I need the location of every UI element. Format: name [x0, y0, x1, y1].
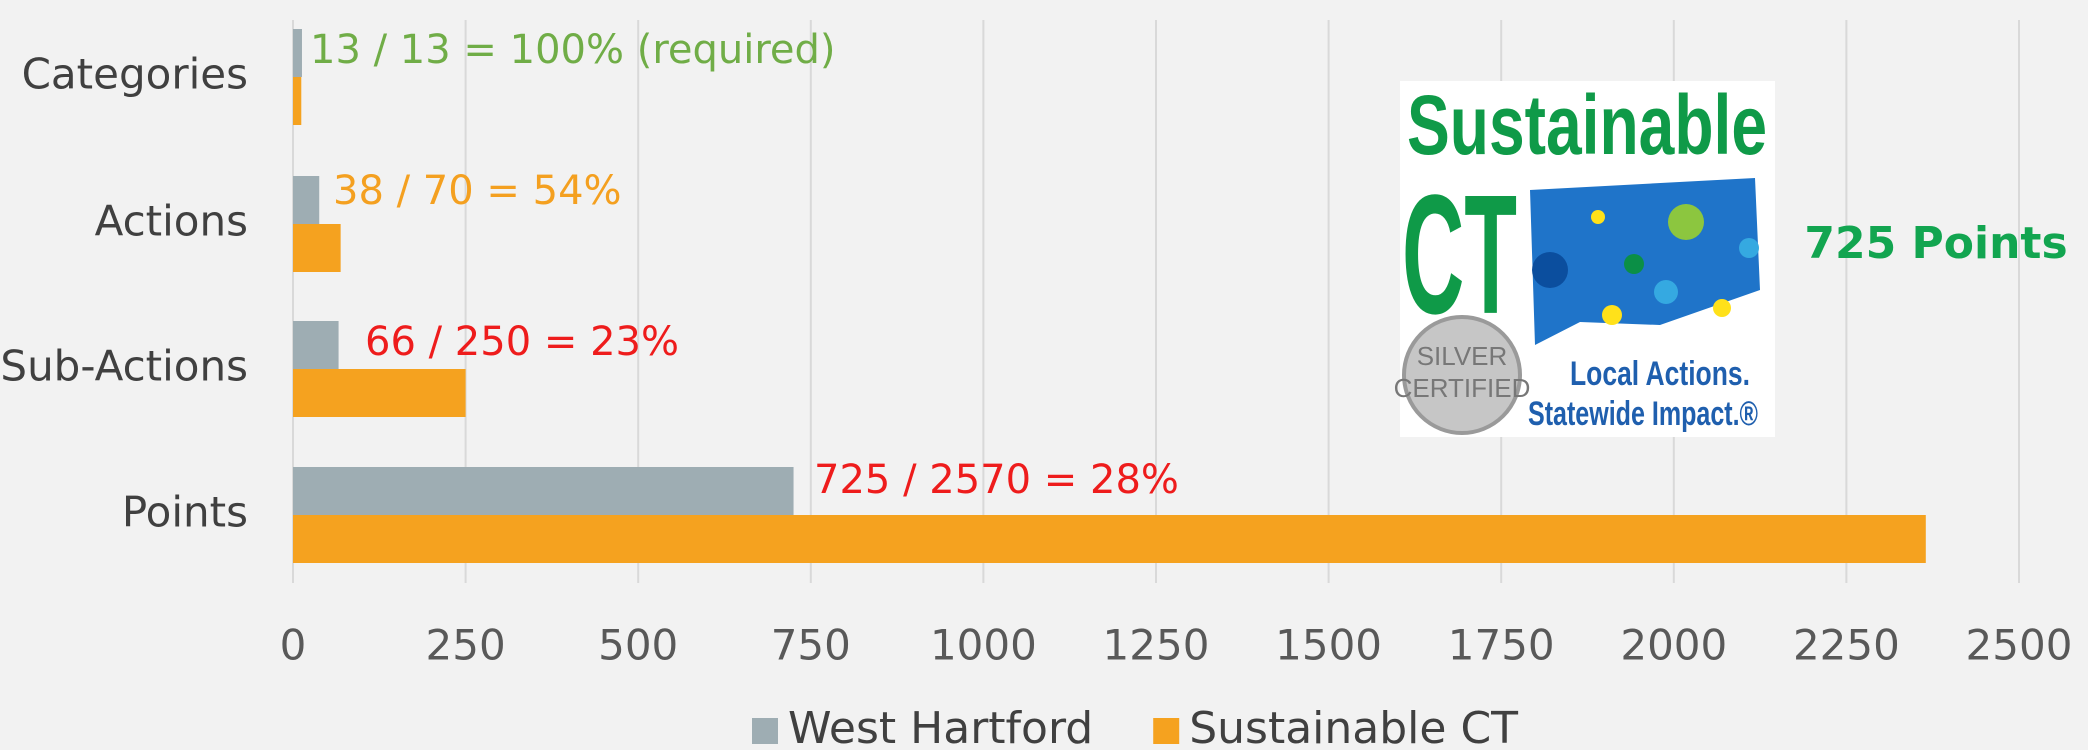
logo-title: Sustainable — [1407, 78, 1767, 172]
legend-swatch — [1153, 718, 1180, 744]
annotation: 38 / 70 = 54% — [333, 168, 622, 214]
bar — [293, 321, 339, 369]
annotation: 66 / 250 = 23% — [365, 319, 679, 365]
y-tick-label: Actions — [95, 197, 248, 246]
x-tick-label: 750 — [771, 621, 851, 670]
logo-tagline: Statewide Impact.® — [1528, 395, 1758, 433]
logo-badge — [1402, 315, 1522, 435]
legend-swatch — [752, 718, 778, 744]
x-tick-label: 2500 — [1966, 621, 2073, 670]
legend-label: West Hartford — [788, 703, 1093, 750]
bar — [293, 369, 466, 417]
logo-dot — [1602, 305, 1622, 325]
logo-dot — [1624, 254, 1644, 274]
logo-badge-text: CERTIFIED — [1394, 373, 1531, 403]
annotation: 13 / 13 = 100% (required) — [310, 27, 836, 73]
logo-dot — [1668, 204, 1704, 240]
x-tick-label: 1000 — [930, 621, 1037, 670]
logo-badge-text: SILVER — [1417, 341, 1508, 371]
logo-dot — [1532, 252, 1568, 288]
logo-dot — [1739, 238, 1759, 258]
logo-dot — [1591, 210, 1605, 224]
bar — [293, 467, 794, 515]
x-tick-label: 1250 — [1103, 621, 1210, 670]
bar — [293, 224, 341, 272]
x-tick-label: 1750 — [1448, 621, 1555, 670]
x-tick-label: 500 — [598, 621, 678, 670]
y-tick-label: Categories — [22, 50, 248, 99]
logo-tagline: Local Actions. — [1570, 355, 1750, 393]
annotation: 725 Points — [1804, 218, 2067, 269]
x-tick-label: 1500 — [1275, 621, 1382, 670]
logo-dot — [1713, 299, 1731, 317]
y-tick-label: Points — [122, 488, 248, 537]
logo-state: CT — [1402, 160, 1517, 350]
x-tick-label: 0 — [280, 621, 307, 670]
x-tick-label: 250 — [426, 621, 506, 670]
bar — [293, 29, 302, 77]
legend-label: Sustainable CT — [1189, 703, 1518, 750]
annotation: 725 / 2570 = 28% — [814, 457, 1179, 503]
bar — [293, 77, 302, 125]
bar — [293, 515, 1926, 563]
x-tick-label: 2250 — [1793, 621, 1900, 670]
bar — [293, 176, 320, 224]
x-tick-label: 2000 — [1620, 621, 1727, 670]
y-tick-label: Sub-Actions — [0, 342, 248, 391]
logo-dot — [1654, 280, 1678, 304]
logo: Sustainable CT SILVER CERTIFIED Local Ac… — [1394, 78, 1775, 437]
